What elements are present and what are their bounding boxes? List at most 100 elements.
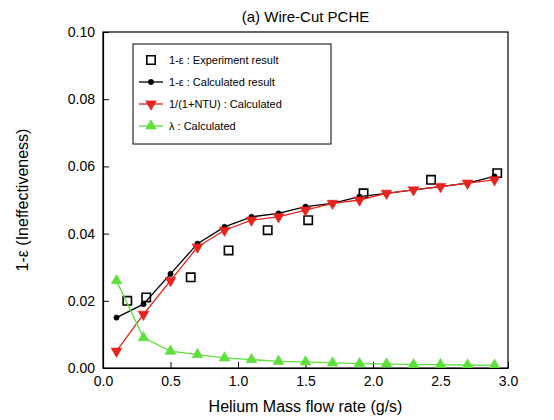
marker: [141, 302, 146, 307]
tick: 1.5: [296, 362, 316, 389]
marker: [168, 271, 173, 276]
legend-box: [133, 44, 331, 144]
tick-label: 1.0: [229, 373, 249, 389]
legend-label: 1-ε : Calculated result: [169, 76, 275, 88]
marker: [354, 357, 365, 366]
series: [123, 169, 501, 305]
plot: 0.00.51.01.52.02.53.00.000.020.040.060.0…: [68, 24, 519, 389]
marker: [138, 332, 149, 341]
title: (a) Wire-Cut PCHE: [242, 8, 370, 25]
marker: [138, 311, 149, 320]
series-line: [117, 176, 495, 317]
tick-label: 1.5: [296, 373, 316, 389]
legend-label: 1-ε : Experiment result: [169, 54, 278, 66]
tick-label: 3.0: [499, 373, 519, 389]
marker: [489, 177, 500, 186]
marker: [165, 278, 176, 287]
marker: [381, 190, 392, 199]
tick-label: 0.06: [68, 158, 95, 174]
tick: 0.02: [68, 293, 109, 309]
marker: [192, 244, 203, 253]
legend-marker: [148, 79, 153, 84]
marker: [246, 217, 257, 226]
tick: 0.5: [161, 362, 181, 389]
tick-label: 0.04: [68, 226, 95, 242]
tick-label: 2.5: [431, 373, 451, 389]
tick-mark: [373, 362, 374, 368]
legend-item: 1-ε : Calculated result: [139, 76, 275, 88]
tick-mark: [103, 301, 109, 302]
marker: [462, 359, 473, 368]
tick-label: 0.00: [68, 360, 95, 376]
legend-marker: [146, 101, 157, 110]
series: [111, 274, 500, 368]
marks: [111, 169, 501, 368]
marker: [111, 274, 122, 283]
marker: [114, 315, 119, 320]
marker: [224, 246, 232, 254]
marker: [192, 348, 203, 357]
tick-mark: [103, 368, 109, 369]
marker: [165, 345, 176, 354]
legend-marker: [147, 56, 155, 64]
marker: [327, 357, 338, 366]
marker: [304, 216, 312, 224]
plot-frame: [103, 32, 508, 368]
legend: 1-ε : Experiment result 1-ε : Calculated …: [133, 44, 331, 144]
marker: [111, 348, 122, 357]
marker: [327, 200, 338, 209]
marker: [408, 358, 419, 367]
tick-label: 0.08: [68, 91, 95, 107]
marker: [264, 226, 272, 234]
x-axis: 0.0 0.5 1.0 1.5 2.0 2.5 3.0: [94, 362, 519, 389]
y-axis-line: [103, 33, 104, 369]
tick: 0.04: [68, 226, 109, 242]
series-line: [117, 281, 495, 366]
legend-label: λ : Calculated: [169, 120, 236, 132]
marker: [187, 273, 195, 281]
tick: 0.08: [68, 91, 109, 107]
series: [111, 177, 500, 358]
tick: 0.00: [68, 360, 109, 376]
marker: [219, 352, 230, 361]
marker: [300, 207, 311, 216]
tick: 1.0: [229, 362, 249, 389]
marker: [300, 356, 311, 365]
legend-label: 1/(1+NTU) : Calculated: [169, 98, 282, 110]
marker: [462, 180, 473, 189]
marker: [408, 187, 419, 196]
chart: 0.00.51.01.52.02.53.00.000.020.040.060.0…: [0, 0, 554, 420]
marker: [435, 183, 446, 192]
legend-item: 1/(1+NTU) : Calculated: [139, 98, 282, 110]
tick-mark: [238, 362, 239, 368]
series: [114, 174, 497, 320]
marker: [273, 355, 284, 364]
tick-label: 0.5: [161, 373, 181, 389]
legend-marker: [146, 120, 157, 129]
marker: [489, 359, 500, 368]
marker: [435, 358, 446, 367]
marker: [273, 214, 284, 223]
series-line: [117, 180, 495, 351]
tick-label: 0.10: [68, 24, 95, 40]
marker: [219, 227, 230, 236]
marker: [381, 358, 392, 367]
tick-mark: [103, 234, 109, 235]
tick-mark: [103, 166, 109, 167]
tick: 0.06: [68, 158, 109, 174]
tick: 2.0: [364, 362, 384, 389]
y-axis: 0.00 0.02 0.04 0.06 0.08 0.10: [68, 24, 109, 376]
x-axis-line: [104, 368, 509, 369]
x-axis-title: Helium Mass flow rate (g/s): [209, 398, 403, 415]
tick-label: 2.0: [364, 373, 384, 389]
tick-label: 0.0: [94, 373, 114, 389]
marker: [354, 197, 365, 206]
tick-mark: [103, 32, 109, 33]
y-axis-title: 1-ε (Ineffectiveness): [14, 129, 31, 272]
legend-item: λ : Calculated: [139, 120, 236, 132]
tick: 0.10: [68, 24, 109, 40]
tick-mark: [103, 99, 109, 100]
legend-item: 1-ε : Experiment result: [147, 54, 279, 66]
tick-mark: [171, 362, 172, 368]
tick: 3.0: [499, 362, 519, 389]
